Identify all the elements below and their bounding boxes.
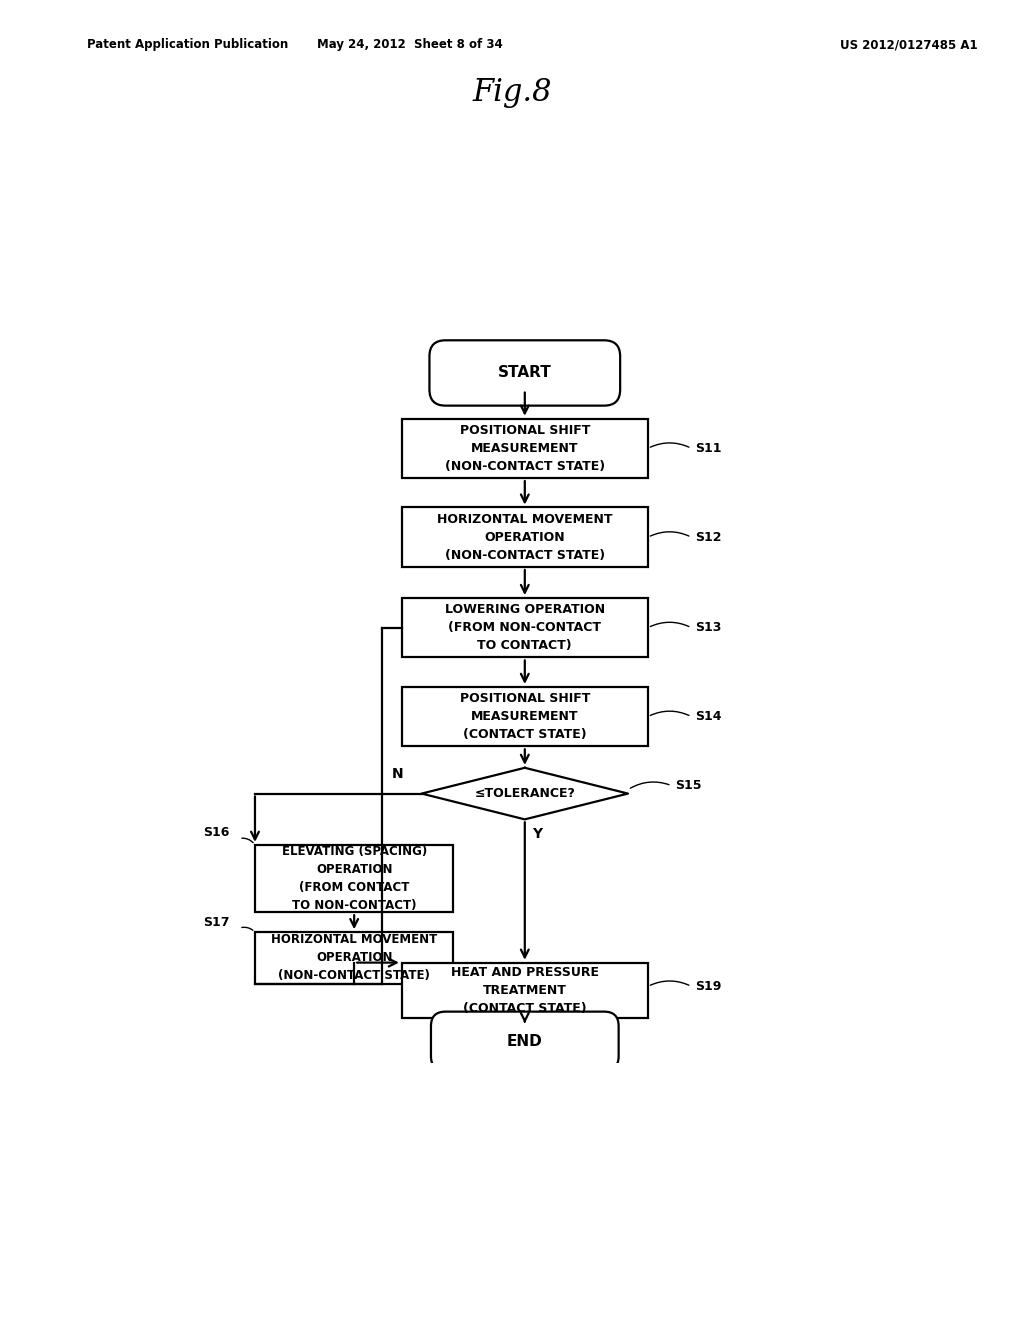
- Text: S19: S19: [695, 979, 722, 993]
- Text: POSITIONAL SHIFT
MEASUREMENT
(NON-CONTACT STATE): POSITIONAL SHIFT MEASUREMENT (NON-CONTAC…: [444, 424, 605, 473]
- Text: HORIZONTAL MOVEMENT
OPERATION
(NON-CONTACT STATE): HORIZONTAL MOVEMENT OPERATION (NON-CONTA…: [271, 933, 437, 982]
- Text: S14: S14: [695, 710, 722, 723]
- Text: Patent Application Publication: Patent Application Publication: [87, 38, 289, 51]
- Text: S12: S12: [695, 531, 722, 544]
- Text: LOWERING OPERATION
(FROM NON-CONTACT
TO CONTACT): LOWERING OPERATION (FROM NON-CONTACT TO …: [444, 603, 605, 652]
- Text: ELEVATING (SPACING)
OPERATION
(FROM CONTACT
TO NON-CONTACT): ELEVATING (SPACING) OPERATION (FROM CONT…: [282, 845, 427, 912]
- FancyBboxPatch shape: [429, 341, 621, 405]
- Bar: [255, 932, 454, 983]
- Text: HEAT AND PRESSURE
TREATMENT
(CONTACT STATE): HEAT AND PRESSURE TREATMENT (CONTACT STA…: [451, 966, 599, 1015]
- Text: S16: S16: [204, 826, 229, 840]
- Text: N: N: [392, 767, 403, 780]
- Text: S11: S11: [695, 442, 722, 455]
- Bar: [401, 598, 648, 657]
- Polygon shape: [422, 768, 628, 820]
- Text: START: START: [498, 366, 552, 380]
- Text: Fig.8: Fig.8: [472, 77, 552, 108]
- Text: US 2012/0127485 A1: US 2012/0127485 A1: [840, 38, 977, 51]
- Text: HORIZONTAL MOVEMENT
OPERATION
(NON-CONTACT STATE): HORIZONTAL MOVEMENT OPERATION (NON-CONTA…: [437, 512, 612, 562]
- Bar: [401, 507, 648, 568]
- Text: S15: S15: [676, 779, 702, 792]
- Text: ≤TOLERANCE?: ≤TOLERANCE?: [474, 787, 575, 800]
- Text: S17: S17: [204, 916, 230, 929]
- Bar: [401, 962, 648, 1018]
- Text: Y: Y: [531, 826, 542, 841]
- Text: END: END: [507, 1034, 543, 1048]
- Text: May 24, 2012  Sheet 8 of 34: May 24, 2012 Sheet 8 of 34: [316, 38, 503, 51]
- Text: POSITIONAL SHIFT
MEASUREMENT
(CONTACT STATE): POSITIONAL SHIFT MEASUREMENT (CONTACT ST…: [460, 692, 590, 741]
- Bar: [401, 686, 648, 746]
- Bar: [255, 845, 454, 912]
- Text: S13: S13: [695, 622, 722, 634]
- FancyBboxPatch shape: [431, 1011, 618, 1071]
- Bar: [401, 418, 648, 478]
